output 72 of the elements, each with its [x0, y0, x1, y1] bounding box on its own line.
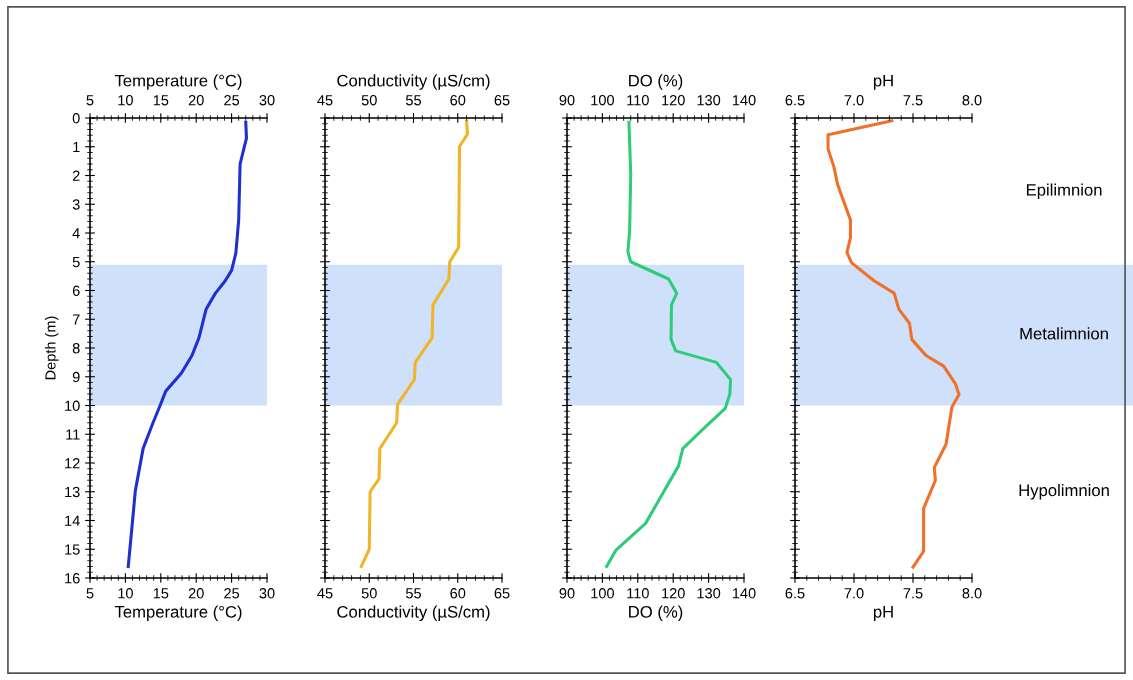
x-tick-label: 10	[118, 588, 133, 599]
x2-tick-label: 130	[697, 95, 721, 106]
y-tick-label: 10	[65, 400, 80, 411]
x-tick-label: 100	[591, 588, 614, 599]
x-tick-label: 60	[450, 588, 466, 599]
y-tick-label: 11	[66, 429, 80, 440]
x2-tick-label: 100	[591, 95, 614, 106]
x-tick-label: 55	[405, 588, 421, 599]
y-tick-label: 8	[72, 343, 80, 354]
x-tick-label: 110	[627, 588, 649, 599]
y-tick-label: 9	[72, 371, 80, 383]
x2-tick-label: 6.5	[785, 95, 805, 106]
x-tick-label: 90	[559, 588, 575, 599]
y-tick-label: 0	[72, 113, 80, 124]
x2-tick-label: 15	[153, 95, 169, 106]
x-tick-label: 5	[86, 588, 94, 599]
y-tick-label: 2	[72, 170, 80, 181]
x-tick-label: 15	[153, 588, 169, 599]
x2-tick-label: 10	[118, 95, 133, 106]
x-tick-label: 8.0	[962, 588, 982, 599]
x-tick-label: 140	[732, 588, 756, 599]
x-tick-label: 25	[224, 588, 240, 599]
line-series	[126, 120, 248, 569]
y-tick-label: 1	[73, 142, 80, 153]
y-tick-label: 15	[65, 544, 80, 555]
x2-tick-label: 25	[224, 95, 240, 106]
x2-tick-label: 20	[188, 95, 204, 106]
x-axis-title: DO (%)	[629, 605, 683, 622]
x2-tick-label: 140	[732, 95, 756, 106]
y-tick-label: 3	[72, 199, 80, 210]
y-axis-title: Depth (m)	[44, 316, 59, 380]
y-tick-label: 13	[65, 486, 80, 498]
x-axis-title: pH	[873, 606, 893, 622]
x2-axis-title: DO (%)	[629, 74, 683, 90]
x2-tick-label: 7.5	[903, 95, 923, 106]
text: Epilimnion	[1026, 183, 1102, 200]
y-tick-label: 12	[65, 458, 80, 469]
y-tick-label: 7	[72, 314, 80, 325]
x2-tick-label: 50	[361, 95, 377, 106]
x-tick-label: 120	[662, 588, 685, 599]
x2-tick-label: 110	[627, 95, 649, 106]
x-axis-title: Temperature (°C)	[114, 605, 242, 622]
x-tick-label: 7.5	[903, 588, 923, 599]
x2-tick-label: 90	[559, 95, 575, 106]
y-tick-label: 4	[72, 228, 80, 239]
y-tick-label: 14	[65, 515, 80, 526]
x-tick-label: 7.0	[844, 588, 864, 599]
x-tick-label: 65	[494, 588, 510, 599]
text: Hypolimnion	[1019, 483, 1109, 500]
text: Metalimnion	[1020, 327, 1108, 340]
x2-tick-label: 60	[450, 95, 466, 106]
x-tick-label: 6.5	[785, 588, 805, 599]
x2-tick-label: 65	[494, 95, 510, 106]
y-tick-label: 6	[72, 285, 80, 296]
x2-tick-label: 55	[405, 95, 421, 106]
x-tick-label: 45	[317, 588, 333, 599]
y-tick-label: 5	[72, 257, 80, 268]
x2-tick-label: 7.0	[844, 95, 864, 106]
x2-tick-label: 30	[259, 95, 275, 106]
x2-axis-title: Temperature (°C)	[114, 74, 242, 90]
x2-tick-label: 120	[662, 95, 685, 106]
x-tick-label: 30	[259, 588, 275, 599]
x2-axis-title: Conductivity (µS/cm)	[337, 74, 490, 90]
x2-tick-label: 45	[317, 95, 333, 106]
x2-tick-label: 8.0	[962, 95, 982, 106]
x-tick-label: 130	[697, 588, 721, 599]
x-tick-label: 20	[188, 588, 204, 599]
x-axis-title: Conductivity (µS/cm)	[337, 605, 490, 622]
x2-axis-title: pH	[873, 74, 893, 90]
y-tick-label: 16	[65, 573, 80, 584]
x-tick-label: 50	[361, 588, 377, 599]
x2-tick-label: 5	[86, 95, 94, 106]
